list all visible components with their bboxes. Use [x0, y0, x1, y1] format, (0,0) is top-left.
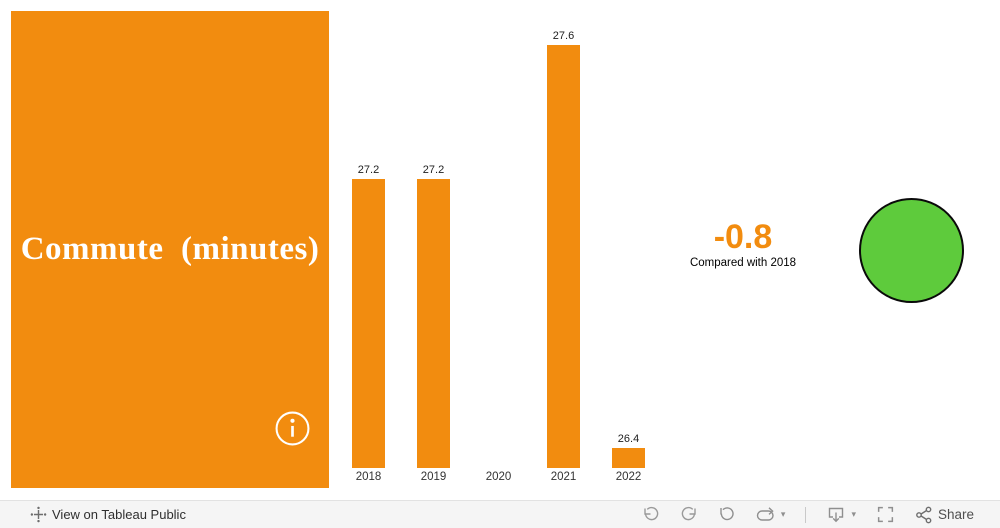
view-on-tableau-public-link[interactable]: View on Tableau Public — [30, 506, 186, 523]
redo-icon — [680, 506, 698, 524]
bar-mark-2022[interactable] — [612, 447, 645, 468]
redo-button[interactable] — [680, 506, 698, 524]
bar-slot-2022: 26.4 — [596, 28, 661, 468]
bar-slot-2019: 27.2 — [401, 28, 466, 468]
bar-slot-2018: 27.2 — [336, 28, 401, 468]
info-button[interactable] — [274, 410, 311, 447]
toolbar-divider — [805, 506, 807, 523]
revert-button[interactable] — [718, 506, 736, 524]
x-axis-label: 2018 — [355, 471, 382, 483]
x-axis-label: 2020 — [485, 471, 512, 483]
revert-icon — [718, 506, 736, 524]
x-axis-label: 2022 — [615, 471, 642, 483]
bar-value-label: 27.2 — [422, 164, 445, 177]
bar-value-label: 26.4 — [617, 432, 640, 445]
bar-mark-2018[interactable] — [352, 179, 385, 468]
share-button[interactable]: Share — [915, 506, 974, 524]
refresh-button[interactable]: ▾ — [756, 506, 786, 523]
download-icon — [826, 505, 846, 524]
share-icon — [915, 506, 933, 524]
refresh-icon — [756, 506, 776, 523]
tableau-toolbar: View on Tableau Public — [0, 500, 1000, 528]
download-button[interactable]: ▾ — [826, 505, 856, 524]
fullscreen-button[interactable] — [876, 505, 895, 524]
undo-button[interactable] — [642, 506, 660, 524]
kpi-value: -0.8 — [713, 218, 773, 256]
view-on-tableau-public-label: View on Tableau Public — [52, 507, 186, 522]
bar-slot-2020 — [466, 28, 531, 468]
title-card: Commute (minutes) — [11, 11, 329, 488]
status-circle-indicator[interactable] — [859, 198, 964, 303]
kpi-block: -0.8 Compared with 2018 — [650, 219, 836, 269]
refresh-caret-icon: ▾ — [780, 509, 786, 519]
bar-value-label: 27.2 — [357, 164, 380, 177]
info-icon — [274, 410, 311, 447]
download-caret-icon: ▾ — [851, 509, 856, 519]
x-axis: 2018 2019 2020 2021 2022 — [336, 471, 661, 483]
x-axis-label: 2021 — [550, 471, 577, 483]
fullscreen-icon — [876, 505, 895, 524]
undo-icon — [642, 506, 660, 524]
bar-chart-plot: 27.2 27.2 27.6 26.4 — [336, 28, 661, 468]
bar-value-label: 27.6 — [552, 30, 575, 42]
dashboard-title: Commute (minutes) — [20, 231, 320, 267]
x-axis-label: 2019 — [420, 471, 447, 483]
bar-mark-2019[interactable] — [417, 179, 450, 468]
bar-slot-2021: 27.6 — [531, 28, 596, 468]
share-label: Share — [937, 507, 974, 522]
tableau-logo-icon — [30, 506, 47, 523]
kpi-caption: Compared with 2018 — [689, 257, 797, 269]
bar-mark-2021[interactable] — [547, 45, 580, 468]
